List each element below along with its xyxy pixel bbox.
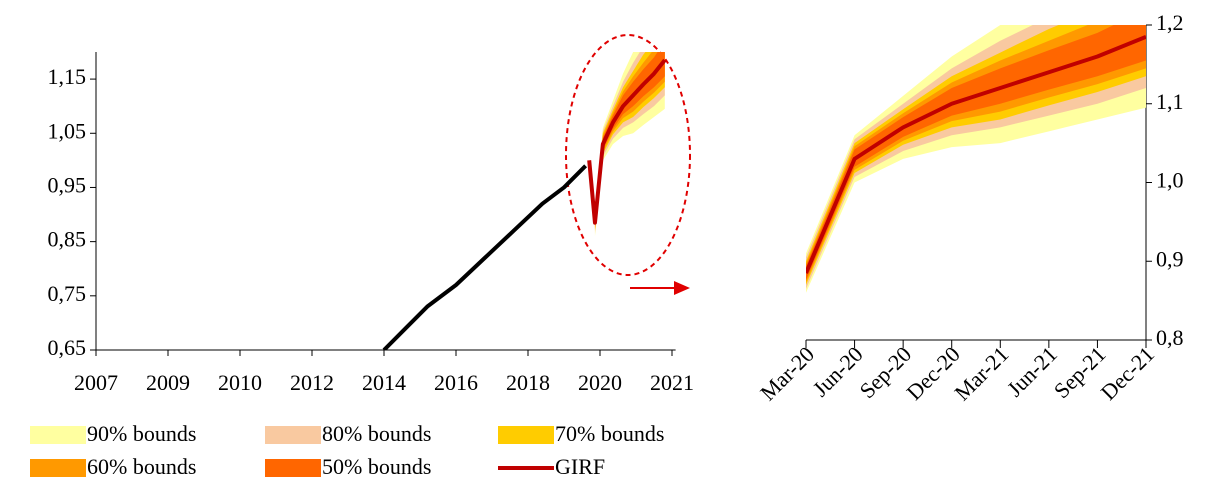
- plot-area: [806, 25, 1146, 293]
- x-tick-label: 2014: [362, 370, 406, 395]
- legend-swatch: [498, 426, 554, 444]
- legend-label: 60% bounds: [87, 454, 196, 479]
- legend-swatch: [30, 459, 86, 477]
- y-tick-label: 1,2: [1156, 10, 1184, 35]
- y-tick-label: 1,0: [1156, 168, 1184, 193]
- y-tick-label: 0,75: [48, 281, 87, 306]
- x-tick-label: Dec-21: [1096, 341, 1159, 404]
- line: [587, 58, 667, 225]
- line: [806, 34, 1146, 274]
- plot-area: [382, 52, 667, 350]
- x-tick-label: 2021: [650, 370, 694, 395]
- y-tick-label: 0,8: [1156, 325, 1184, 350]
- legend-label: 50% bounds: [322, 454, 431, 479]
- legend-swatch: [265, 426, 321, 444]
- legend-label: 90% bounds: [87, 421, 196, 446]
- y-tick-label: 0,95: [48, 173, 87, 198]
- x-tick-label: 2012: [290, 370, 334, 395]
- x-tick-label: Jun-20: [808, 341, 868, 401]
- arrow-head: [674, 281, 690, 295]
- y-tick-label: 1,1: [1156, 89, 1184, 114]
- y-tick-label: 0,85: [48, 227, 87, 252]
- legend-swatch: [30, 426, 86, 444]
- x-tick-label: 2016: [434, 370, 478, 395]
- x-tick-label: Mar-21: [949, 341, 1013, 405]
- x-tick-label: 2009: [146, 370, 190, 395]
- x-tick-label: Mar-20: [755, 341, 819, 405]
- y-tick-label: 1,15: [48, 64, 87, 89]
- legend-swatch: [265, 459, 321, 477]
- y-tick-label: 1,05: [48, 118, 87, 143]
- band: [806, 25, 1146, 283]
- x-tick-label: 2010: [218, 370, 262, 395]
- x-tick-label: 2007: [74, 370, 118, 395]
- x-tick-label: Dec-20: [901, 341, 964, 404]
- legend-label: GIRF: [555, 454, 605, 479]
- highlight-ellipse: [565, 34, 691, 276]
- x-tick-label: Jun-21: [1002, 341, 1062, 401]
- x-tick-label: 2020: [578, 370, 622, 395]
- x-tick-label: 2018: [506, 370, 550, 395]
- y-tick-label: 0,9: [1156, 246, 1184, 271]
- legend-label: 80% bounds: [322, 421, 431, 446]
- line: [382, 164, 588, 350]
- legend-label: 70% bounds: [555, 421, 664, 446]
- y-tick-label: 0,65: [48, 335, 87, 360]
- band: [594, 52, 665, 230]
